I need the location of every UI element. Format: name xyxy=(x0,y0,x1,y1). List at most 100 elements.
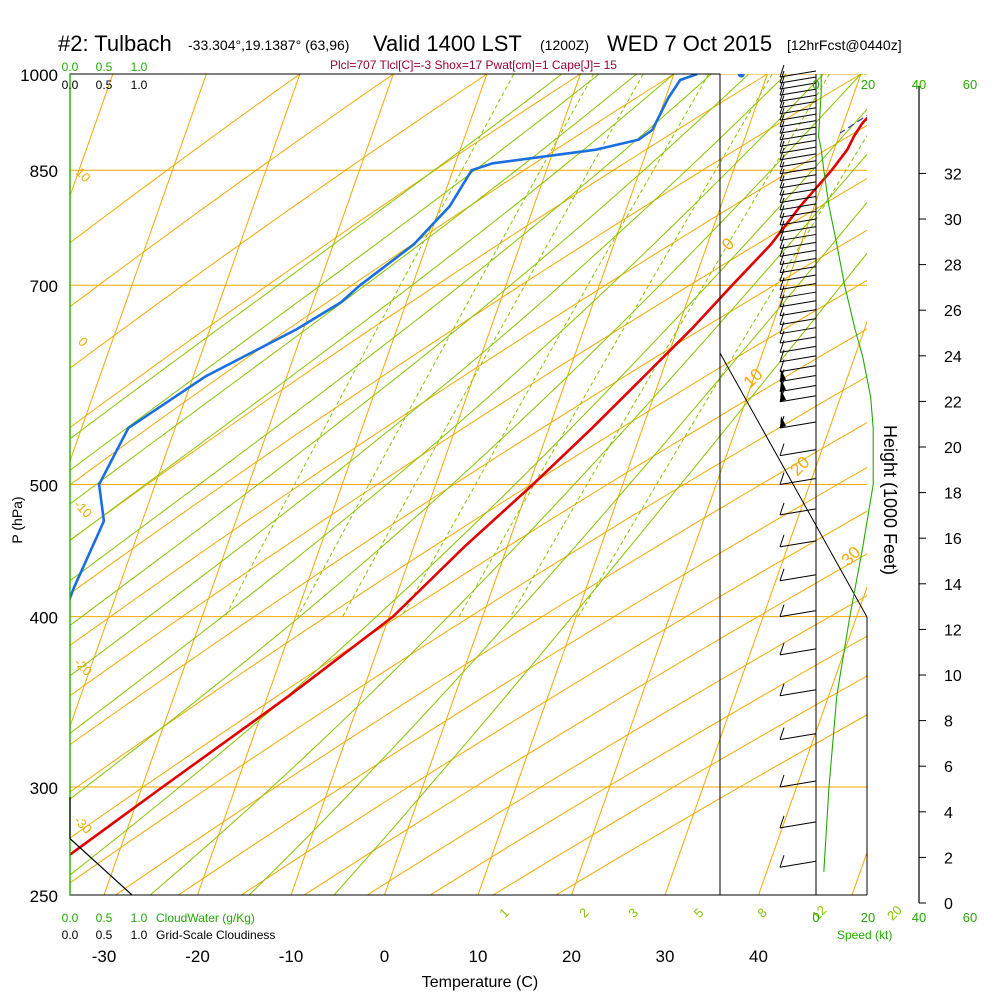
isotherm--10 xyxy=(290,74,581,895)
wind-barb xyxy=(779,330,817,344)
moist-adiabat-28 xyxy=(149,153,867,895)
wind-barb-flag xyxy=(779,236,785,249)
wind-barb-staff xyxy=(779,327,817,335)
wind-barb-staff xyxy=(779,70,817,78)
wind-barb-flag xyxy=(779,330,785,344)
height-tick-label: 30 xyxy=(944,212,962,229)
utc-time: (1200Z) xyxy=(540,37,590,53)
wind-barb-staff xyxy=(779,167,817,175)
wind-barb-flag xyxy=(779,197,785,211)
wind-barb xyxy=(779,642,817,656)
wind-barb-staff xyxy=(779,300,817,308)
wind-barb xyxy=(779,168,817,182)
left-isotherm-label: -30 xyxy=(71,813,95,837)
wind-barb xyxy=(779,340,817,353)
bottom-cloudiness-tick: 0.0 xyxy=(62,928,79,942)
top-cloudwater-tick: 1.0 xyxy=(131,60,148,74)
x-tick-label: 0 xyxy=(380,947,389,966)
wind-barb-staff xyxy=(779,385,817,393)
wind-barb-staff xyxy=(779,113,817,121)
wind-barb xyxy=(779,294,817,308)
wind-barb xyxy=(779,774,817,788)
wind-barb xyxy=(779,228,817,241)
moist-adiabat-16 xyxy=(70,74,824,734)
wind-barb-staff xyxy=(779,508,817,516)
dry-adiabat--40 xyxy=(70,74,301,244)
isotherm-label: 20 xyxy=(787,453,814,480)
wind-barb-staff xyxy=(779,318,817,326)
isotherm-30 xyxy=(664,320,867,895)
p-tick-label: 850 xyxy=(30,162,58,181)
valid-time: Valid 1400 LST xyxy=(373,31,522,56)
wind-barb-staff xyxy=(779,274,817,282)
mixing-ratio-label: 3 xyxy=(625,905,641,921)
wind-barb-staff xyxy=(779,146,817,154)
dry-adiabat-100 xyxy=(178,466,867,895)
mixing-ratio-2 xyxy=(297,74,595,617)
height-tick-label: 2 xyxy=(944,850,953,867)
moist-adiabat-36 xyxy=(333,252,867,895)
wind-barb-flag xyxy=(779,727,785,740)
dry-adiabat-70 xyxy=(70,328,867,839)
wind-barb xyxy=(779,197,817,211)
wind-speed-trace xyxy=(818,74,874,872)
wind-barb xyxy=(779,76,817,90)
wind-barb-staff xyxy=(779,574,817,582)
wind-barb xyxy=(779,379,817,393)
bottom-cloudwater-tick: 1.0 xyxy=(131,911,148,925)
wind-barb-staff xyxy=(779,133,817,141)
wind-barb-flag xyxy=(779,815,785,829)
top-cloudwater-tick: 0.5 xyxy=(96,60,113,74)
wind-barb-flag xyxy=(779,89,785,102)
wind-barb-staff xyxy=(779,241,817,249)
wind-barb xyxy=(779,127,817,141)
dry-adiabat-90 xyxy=(115,422,867,895)
dry-adiabat-20 xyxy=(70,74,862,595)
speed-bottom-tick: 60 xyxy=(963,910,977,925)
wind-barb xyxy=(779,303,817,317)
top-cloudiness-tick: 0.0 xyxy=(62,78,79,92)
wind-barb xyxy=(779,502,817,516)
wind-barb-staff xyxy=(779,218,817,226)
wind-barb xyxy=(779,277,817,290)
wind-barb xyxy=(779,212,817,226)
speed-top-tick: 40 xyxy=(912,77,926,92)
p-tick-label: 400 xyxy=(30,609,58,628)
height-tick-label: 24 xyxy=(944,349,962,366)
dry-adiabat-40 xyxy=(70,178,867,697)
wind-barb-flag xyxy=(779,260,785,273)
wind-barb-staff xyxy=(779,210,817,218)
wind-barb-flag xyxy=(779,244,785,257)
cloudiness-trace xyxy=(69,797,133,896)
top-cloudwater-tick: 0.0 xyxy=(62,60,79,74)
isotherm-50 xyxy=(851,850,867,895)
wind-barb xyxy=(779,260,817,274)
wind-barb-staff xyxy=(779,195,817,203)
speed-bottom-tick: 0 xyxy=(812,910,819,925)
wind-barb-staff xyxy=(779,648,817,656)
wind-barb-flag xyxy=(779,604,785,617)
surface-temperature-dot xyxy=(932,70,939,77)
dry-adiabat--30 xyxy=(70,74,394,308)
isotherm-label: 10 xyxy=(740,365,767,392)
x-tick-label: -20 xyxy=(185,947,210,966)
y-axis-label: P (hPa) xyxy=(9,496,25,543)
wind-barb-staff xyxy=(779,257,817,265)
dry-adiabat-30 xyxy=(70,124,867,647)
station-title: #2: Tulbach xyxy=(58,31,172,56)
wind-barb xyxy=(779,268,817,282)
wind-barb-flag xyxy=(779,303,785,316)
height-tick-label: 18 xyxy=(944,486,962,503)
wind-barb-staff xyxy=(779,540,817,548)
wind-barb xyxy=(779,190,817,203)
skewed-boundary xyxy=(719,352,868,895)
wind-barb xyxy=(779,154,817,168)
isotherm--50 xyxy=(70,74,207,463)
wind-barb-flag xyxy=(779,472,785,485)
thermo-grid xyxy=(70,74,867,895)
wind-barb xyxy=(779,82,817,96)
moist-adiabat--8 xyxy=(70,74,600,471)
wind-barb-flag xyxy=(779,285,785,299)
